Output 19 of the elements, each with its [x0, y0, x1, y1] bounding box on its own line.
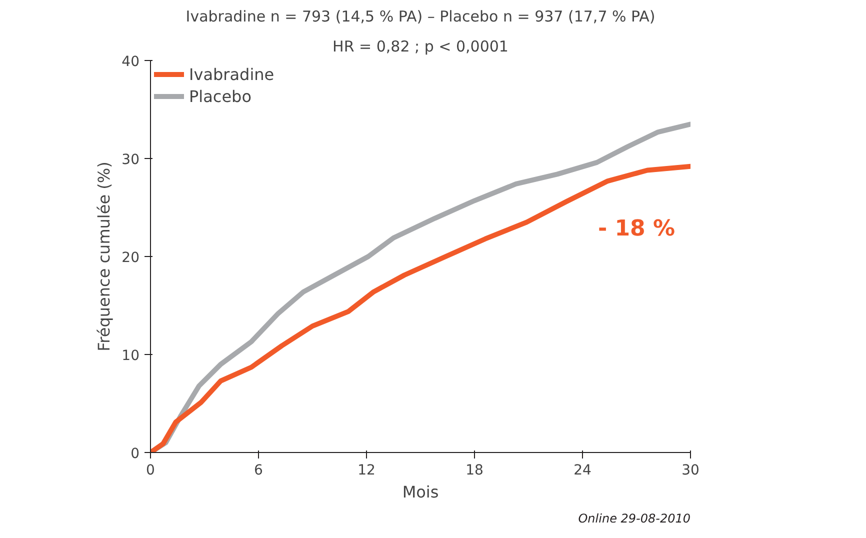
y-axis-title: Fréquence cumulée (%) [94, 162, 114, 352]
x-tick-label: 30 [682, 462, 700, 478]
x-tick-label: 18 [466, 462, 484, 478]
y-tick-label: 30 [122, 152, 140, 168]
y-tick-label: 40 [122, 54, 140, 70]
y-tick-label: 10 [122, 348, 140, 364]
chart-subtitle: HR = 0,82 ; p < 0,0001 [332, 38, 508, 56]
chart-title: Ivabradine n = 793 (14,5 % PA) – Placebo n = 937 (17,7 % PA) [186, 8, 656, 26]
annotation: - 18 % [598, 216, 676, 242]
x-tick-label: 6 [254, 462, 264, 478]
text: Online 29-08-2010 [578, 512, 691, 526]
x-tick-label: 0 [146, 462, 155, 478]
x-tick-label: 12 [358, 462, 376, 478]
x-tick-label: 24 [574, 462, 592, 478]
x-axis-title: Mois [402, 482, 439, 502]
legend-label: Placebo [189, 86, 252, 106]
y-tick-label: 20 [122, 250, 140, 266]
y-tick-label: 0 [130, 446, 140, 462]
legend-label: Ivabradine [189, 64, 274, 84]
